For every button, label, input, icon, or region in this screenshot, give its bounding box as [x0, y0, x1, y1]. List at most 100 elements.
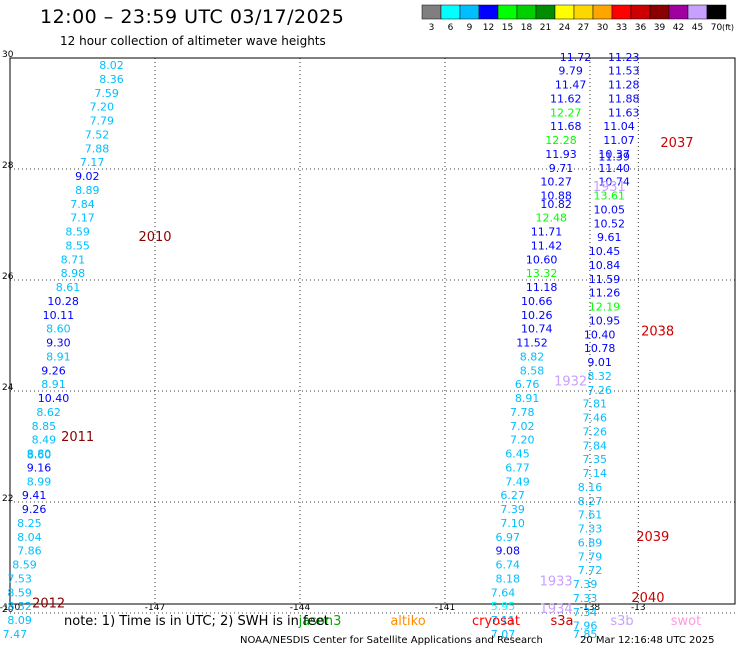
swh-value-label: 11.62 — [550, 92, 582, 105]
swh-value-label: 11.88 — [608, 92, 640, 105]
swh-value-label: 6.89 — [578, 536, 603, 549]
swh-value-label: 10.40 — [584, 328, 616, 341]
swh-value-label: 11.68 — [550, 120, 582, 133]
legend-entry: altiko — [390, 614, 425, 629]
swh-value-label: 7.33 — [573, 592, 598, 605]
swh-value-label: 7.17 — [80, 156, 105, 169]
swh-value-label: 7.86 — [17, 545, 42, 558]
colorbar-tick-label: 21 — [540, 23, 551, 33]
swh-value-label: 7.84 — [583, 439, 608, 452]
colorbar-swatch — [421, 4, 442, 20]
swh-value-label: 9.61 — [597, 231, 622, 244]
colorbar-swatch — [668, 4, 689, 20]
colorbar-tick-label: 39 — [654, 23, 666, 33]
credit-text: NOAA/NESDIS Center for Satellite Applica… — [240, 635, 543, 646]
colorbar-tick-label: 15 — [502, 23, 513, 33]
swh-value-label: 9.71 — [549, 162, 574, 175]
swh-value-label: 10.84 — [589, 259, 621, 272]
swh-value-label: 8.32 — [587, 370, 612, 383]
swh-value-label: 8.60 — [27, 449, 52, 462]
pass-label: 2039 — [636, 530, 669, 545]
swh-value-label: 7.11 — [491, 614, 516, 627]
swh-value-label: 7.02 — [510, 420, 535, 433]
colorbar-swatch — [649, 4, 670, 20]
colorbar-tick-label: 18 — [521, 23, 533, 33]
swh-value-label: 7.26 — [587, 384, 612, 397]
swh-value-label: 11.71 — [531, 226, 563, 239]
swh-value-label: 11.52 — [516, 337, 548, 350]
swh-value-label: 8.58 — [520, 364, 545, 377]
colorbar-tick-label: 33 — [616, 23, 627, 33]
colorbar-swatch — [535, 4, 556, 20]
colorbar-swatch — [611, 4, 632, 20]
colorbar-swatch — [497, 4, 518, 20]
swh-value-label: 9.79 — [558, 65, 583, 78]
swh-value-label: 8.59 — [65, 226, 90, 239]
pass-label: 2038 — [641, 325, 674, 340]
swh-value-label: 10.95 — [589, 314, 621, 327]
colorbar-swatch — [554, 4, 575, 20]
swh-value-label: 10.66 — [521, 295, 553, 308]
generated-timestamp: 20 Mar 12:16:48 UTC 2025 — [580, 635, 715, 646]
color-scale-legend: 3 6 9 12 15 18 21 24 27 30 33 36 39 42 45 70 (ft) — [421, 4, 734, 33]
swh-value-label: 8.71 — [61, 253, 86, 266]
swh-value-label: 8.02 — [99, 59, 124, 72]
swh-value-label: 8.55 — [65, 239, 90, 252]
swh-value-label: 7.64 — [491, 586, 516, 599]
swh-value-label: 8.32 — [7, 600, 32, 613]
pass-label: 1933 — [540, 574, 573, 589]
colorbar-swatch — [573, 4, 594, 20]
swh-value-label: 7.17 — [70, 212, 95, 225]
y-tick-label: 22 — [2, 494, 13, 504]
swh-value-label: 10.52 — [594, 217, 626, 230]
swh-value-label: 8.18 — [496, 572, 521, 585]
swh-value-label: 7.47 — [3, 628, 28, 641]
chart-title: 12:00 – 23:59 UTC 03/17/2025 — [40, 6, 345, 28]
swh-value-label: 11.53 — [608, 65, 640, 78]
colorbar-tick-label: 6 — [448, 23, 454, 33]
swh-value-label: 8.27 — [578, 495, 603, 508]
x-tick-label: -141 — [435, 603, 455, 613]
swh-value-label: 10.37 — [598, 148, 630, 161]
swh-value-label: 7.96 — [573, 620, 598, 633]
swh-value-label: 10.40 — [38, 392, 70, 405]
swh-value-label: 8.82 — [520, 350, 545, 363]
swh-value-label: 8.91 — [46, 350, 71, 363]
pass-label: 1932 — [554, 374, 587, 389]
swh-value-label: 9.41 — [22, 489, 47, 502]
swh-value-label: 7.84 — [70, 198, 95, 211]
swh-value-label: 10.74 — [598, 176, 630, 189]
swh-value-label: 7.53 — [7, 572, 32, 585]
swh-value-label: 9.26 — [22, 503, 47, 516]
swh-value-label: 10.74 — [521, 323, 553, 336]
swh-value-label: 11.39 — [598, 151, 630, 164]
colorbar-tick-label: 27 — [578, 23, 589, 33]
swh-value-label: 8.61 — [56, 281, 81, 294]
y-tick-label: 28 — [2, 161, 14, 171]
swh-value-label: 11.07 — [603, 134, 635, 147]
swh-value-label: 8.49 — [32, 434, 57, 447]
satellite-legend: jason3 altiko cryosat s3a s3b swot — [298, 614, 702, 629]
swh-value-label: 12.27 — [550, 106, 582, 119]
swh-value-label: 7.10 — [500, 517, 525, 530]
swh-value-label: 7.33 — [578, 523, 603, 536]
swh-value-label: 8.59 — [12, 559, 37, 572]
colorbar-unit-label: (ft) — [722, 23, 734, 32]
pass-label: 1934 — [540, 602, 573, 617]
swh-value-label: 9.26 — [41, 364, 66, 377]
swh-value-label: 7.20 — [510, 434, 535, 447]
x-tick-label: -147 — [145, 603, 165, 613]
swh-value-label: 11.59 — [589, 273, 621, 286]
swh-value-label: 11.63 — [608, 106, 640, 119]
colorbar-swatch — [478, 4, 499, 20]
swh-value-label: 8.36 — [99, 73, 124, 86]
swh-value-label: 7.81 — [583, 398, 608, 411]
colorbar-swatch — [592, 4, 613, 20]
pass-label: 2012 — [32, 596, 65, 611]
swh-value-label: 8.62 — [36, 406, 61, 419]
colorbar-tick-label: 45 — [692, 23, 703, 33]
legend-entry: jason3 — [298, 614, 342, 629]
swh-value-label: 7.49 — [505, 475, 530, 488]
colorbar-tick-label: 30 — [597, 23, 609, 33]
